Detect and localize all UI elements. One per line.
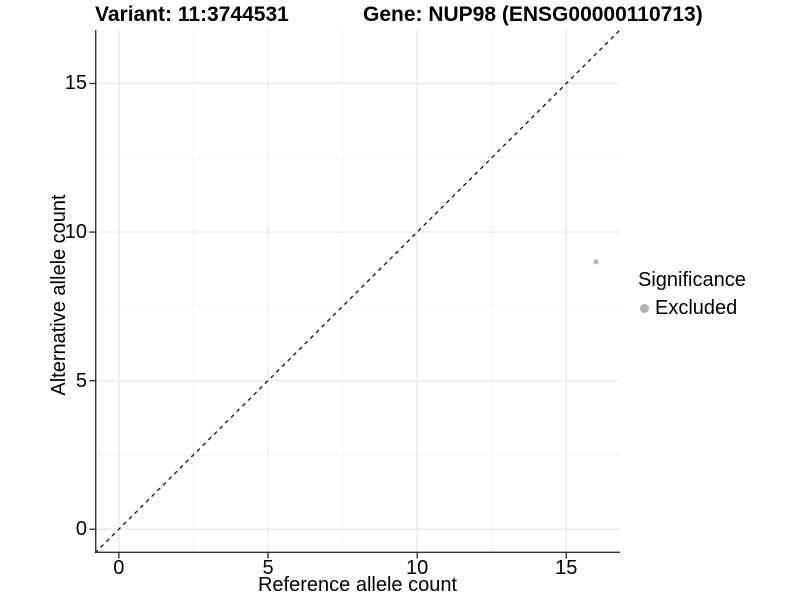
data-point xyxy=(593,259,599,265)
x-axis-title: Reference allele count xyxy=(257,574,457,596)
x-tick-label: 15 xyxy=(555,557,578,579)
x-tick-label: 0 xyxy=(113,557,125,579)
legend-item-label: Excluded xyxy=(655,297,738,319)
y-tick-label: 0 xyxy=(75,518,87,541)
y-tick-label: 5 xyxy=(75,369,87,392)
y-axis-title: Alternative allele count xyxy=(48,194,70,396)
plot-canvas xyxy=(89,29,621,559)
plot-title-gene: Gene: NUP98 (ENSG00000110713) xyxy=(363,3,703,26)
legend-item-excluded: Excluded xyxy=(638,296,746,320)
plot-title-variant: Variant: 11:3744531 xyxy=(95,3,289,26)
plot-panel xyxy=(89,29,621,559)
legend-title: Significance xyxy=(638,269,746,291)
x-tick-label: 10 xyxy=(406,557,429,579)
legend: Significance Excluded xyxy=(638,268,746,320)
legend-key-dot-icon xyxy=(640,303,649,313)
y-tick-label: 10 xyxy=(64,221,87,244)
y-tick-label: 15 xyxy=(64,72,87,95)
x-tick-label: 5 xyxy=(262,557,274,579)
identity-reference-line xyxy=(94,29,621,554)
